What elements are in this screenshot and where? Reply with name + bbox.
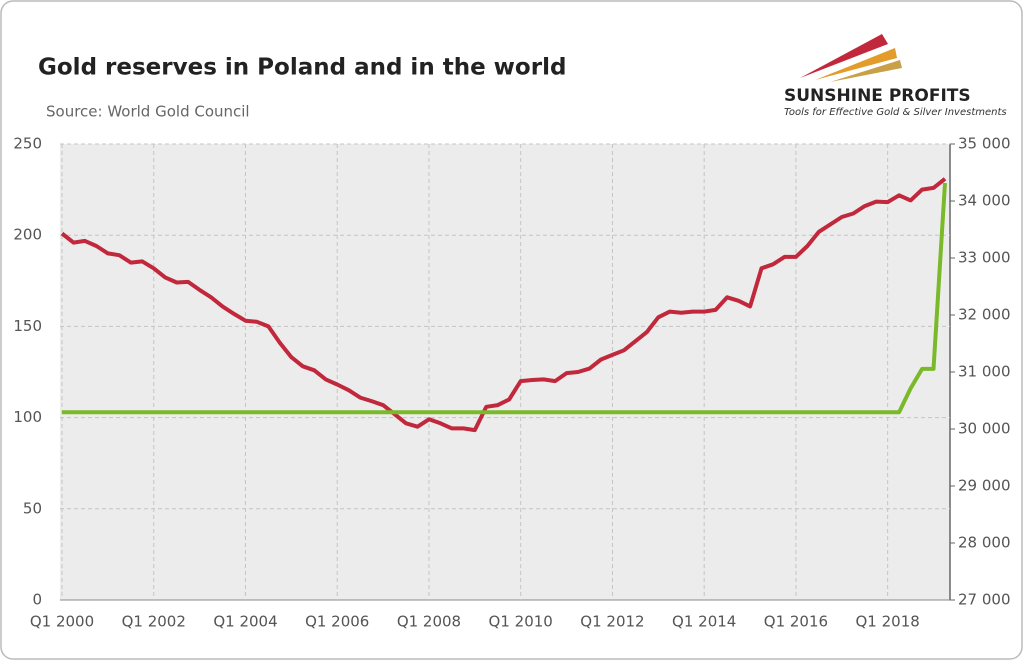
chart-title: Gold reserves in Poland and in the world <box>38 55 566 81</box>
y-tick-label: 0 <box>32 591 42 609</box>
logo-streak <box>830 60 902 82</box>
logo-streak <box>800 34 888 78</box>
y-tick-label: 100 <box>13 408 42 426</box>
x-tick-label: Q1 2008 <box>397 613 461 631</box>
logo-name: SUNSHINE PROFITS <box>784 86 971 106</box>
x-tick-label: Q1 2006 <box>305 613 369 631</box>
x-tick-label: Q1 2010 <box>489 613 553 631</box>
y2-tick-label: 30 000 <box>958 420 1011 438</box>
x-tick-label: Q1 2004 <box>213 613 277 631</box>
y-tick-label: 200 <box>13 226 42 244</box>
y2-tick-label: 34 000 <box>958 192 1011 210</box>
y2-tick-label: 33 000 <box>958 249 1011 267</box>
logo: SUNSHINE PROFITS Tools for Effective Gol… <box>784 34 1007 118</box>
x-tick-label: Q1 2014 <box>672 613 736 631</box>
y2-tick-label: 28 000 <box>958 534 1011 552</box>
logo-tagline: Tools for Effective Gold & Silver Invest… <box>784 107 1007 118</box>
x-tick-label: Q1 2018 <box>856 613 920 631</box>
plot-area <box>60 144 950 600</box>
y2-tick-label: 31 000 <box>958 363 1011 381</box>
chart-subtitle: Source: World Gold Council <box>46 103 250 121</box>
logo-streak <box>815 48 897 80</box>
y-tick-label: 50 <box>23 499 42 517</box>
series-line <box>60 177 947 433</box>
x-tick-label: Q1 2002 <box>122 613 186 631</box>
y2-tick-label: 32 000 <box>958 306 1011 324</box>
y2-tick-label: 35 000 <box>958 135 1011 153</box>
y2-tick-label: 29 000 <box>958 477 1011 495</box>
series-line <box>62 182 947 415</box>
x-tick-label: Q1 2000 <box>30 613 94 631</box>
y2-tick-label: 27 000 <box>958 591 1011 609</box>
x-tick-label: Q1 2016 <box>764 613 828 631</box>
y-tick-label: 250 <box>13 135 42 153</box>
x-tick-label: Q1 2012 <box>580 613 644 631</box>
y-tick-label: 150 <box>13 317 42 335</box>
